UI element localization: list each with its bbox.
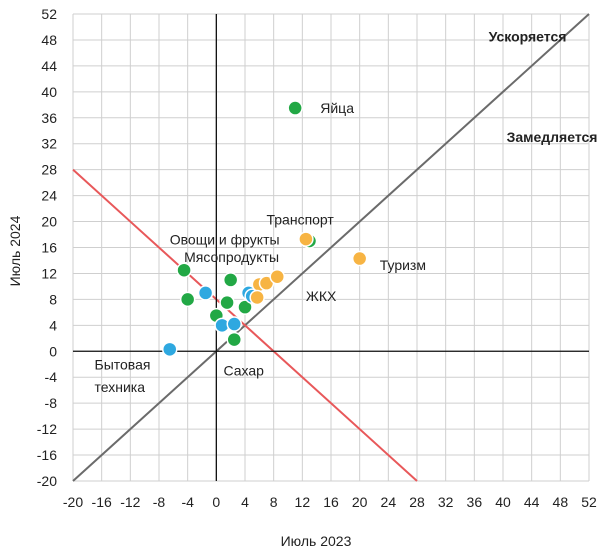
annotation-label: Бытовая <box>95 356 151 372</box>
x-tick-label: 20 <box>352 494 368 510</box>
data-point <box>226 331 242 348</box>
x-axis-title: Июль 2023 <box>281 533 352 549</box>
y-tick-label: 0 <box>49 343 57 359</box>
y-tick-label: 28 <box>41 162 57 178</box>
y-tick-label: 48 <box>41 32 57 48</box>
annotation-label: ЖКХ <box>306 288 337 304</box>
data-point <box>162 341 178 358</box>
annotation-label: Овощи и фрукты <box>170 232 280 248</box>
y-tick-label: 12 <box>41 265 57 281</box>
annotation-label: Мясопродукты <box>184 249 279 265</box>
annotation-label: Транспорт <box>267 212 335 228</box>
x-tick-label: 24 <box>381 494 397 510</box>
x-tick-label: 28 <box>409 494 425 510</box>
data-point <box>237 299 253 315</box>
data-point <box>219 294 235 311</box>
diagonal-line <box>72 13 590 482</box>
x-tick-label: 4 <box>241 494 249 510</box>
x-tick-label: 8 <box>270 494 278 510</box>
data-point <box>249 289 265 306</box>
annotation-label: Яйца <box>320 100 354 116</box>
x-tick-label: -8 <box>153 494 166 510</box>
x-tick-label: 36 <box>467 494 483 510</box>
x-tick-label: 16 <box>323 494 339 510</box>
x-tick-label: 12 <box>295 494 311 510</box>
red-line <box>72 168 418 482</box>
y-tick-label: -20 <box>37 473 57 489</box>
annotation-label: Ускоряется <box>489 29 567 45</box>
data-point <box>197 285 214 301</box>
y-axis-title: Июль 2024 <box>7 215 23 286</box>
x-tick-label: -12 <box>120 494 140 510</box>
y-tick-label: 36 <box>41 110 57 126</box>
annotation-label: Туризм <box>380 257 426 273</box>
reference-lines <box>72 13 590 482</box>
y-tick-label: 24 <box>41 188 57 204</box>
data-point <box>269 268 285 285</box>
data-point <box>222 272 239 288</box>
x-tick-label: 32 <box>438 494 454 510</box>
data-point <box>226 316 242 332</box>
data-point <box>287 100 303 116</box>
annotation-label: Сахар <box>224 363 265 379</box>
y-tick-label: 44 <box>41 58 57 74</box>
y-tick-label: 16 <box>41 240 57 256</box>
x-tick-labels: -20 -16 -12 -8 -4 0 4 8 12 16 20 24 28 32 36 40 44 48 52 <box>63 494 597 510</box>
annotations: Ускоряется Замедляется Яйца Транспорт Овощи … <box>95 29 598 395</box>
data-points <box>162 100 368 358</box>
data-point <box>298 231 314 247</box>
y-tick-label: -16 <box>37 447 57 463</box>
y-tick-label: 32 <box>41 136 57 152</box>
y-tick-label: -4 <box>45 369 58 385</box>
x-tick-label: 0 <box>212 494 220 510</box>
y-tick-label: 4 <box>49 317 57 333</box>
y-tick-label: 8 <box>49 291 57 307</box>
y-tick-label: -8 <box>45 395 58 411</box>
x-tick-label: -20 <box>63 494 83 510</box>
zero-axes <box>73 14 589 481</box>
annotation-label: техника <box>95 379 146 395</box>
annotation-label: Замедляется <box>507 129 598 145</box>
x-tick-label: 52 <box>581 494 597 510</box>
x-tick-label: -4 <box>181 494 194 510</box>
x-tick-label: 40 <box>495 494 511 510</box>
y-tick-label: 20 <box>41 214 57 230</box>
x-tick-label: 48 <box>553 494 569 510</box>
y-tick-label: 52 <box>41 6 57 22</box>
data-point <box>176 262 192 278</box>
data-point <box>351 250 368 267</box>
x-tick-label: -16 <box>92 494 112 510</box>
y-tick-label: 40 <box>41 84 57 100</box>
x-tick-label: 44 <box>524 494 540 510</box>
data-point <box>179 291 196 308</box>
y-tick-label: -12 <box>37 421 57 437</box>
